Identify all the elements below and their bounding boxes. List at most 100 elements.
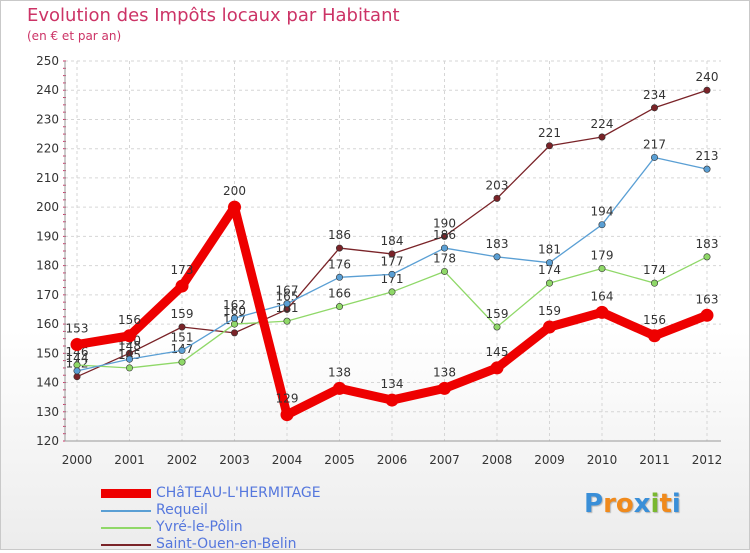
series-point-1: [283, 317, 291, 325]
y-tick-label: 160: [36, 317, 59, 331]
data-label-0: 184: [381, 234, 404, 248]
series-point-3: [490, 361, 504, 375]
series-point-3: [648, 329, 661, 343]
series-point-2: [493, 253, 501, 261]
series-point-0: [703, 86, 711, 94]
data-label-3: 138: [328, 365, 351, 379]
logo-letter: o: [615, 489, 634, 519]
series-point-2: [178, 346, 186, 354]
legend-swatch-chateau: [101, 489, 151, 498]
series-point-3: [595, 305, 609, 319]
y-tick-label: 240: [36, 83, 59, 97]
legend-label-yvre: Yvré-le-Pôlin: [156, 519, 243, 535]
logo-letter: x: [633, 489, 651, 519]
x-tick-label: 2003: [219, 453, 250, 467]
data-label-3: 153: [66, 322, 89, 336]
data-label-0: 224: [591, 117, 614, 131]
series-point-3: [70, 338, 84, 352]
legend-label-requeil: Requeil: [156, 502, 208, 518]
data-label-2: 177: [381, 254, 404, 268]
y-tick-label: 140: [36, 376, 59, 390]
data-label-0: 203: [486, 178, 509, 192]
legend-swatch-yvre: [101, 526, 151, 529]
legend-item-saint-ouen[interactable]: Saint-Ouen-en-Belin: [101, 536, 321, 553]
series-point-2: [598, 221, 606, 229]
series-point-1: [388, 288, 396, 296]
data-label-1: 159: [486, 307, 509, 321]
data-label-3: 164: [591, 289, 614, 303]
logo-letter: P: [584, 489, 604, 519]
chart-title: Evolution des Impôts locaux par Habitant: [27, 5, 400, 26]
x-tick-label: 2004: [272, 453, 303, 467]
series-point-2: [545, 259, 553, 267]
series-point-3: [385, 393, 399, 407]
data-label-1: 146: [66, 345, 89, 359]
series-point-3: [543, 320, 556, 334]
series-point-0: [335, 244, 343, 252]
series-point-1: [598, 265, 606, 273]
series-point-3: [438, 381, 451, 395]
series-point-3: [700, 308, 714, 322]
data-label-2: 144: [66, 351, 89, 365]
x-tick-label: 2007: [429, 453, 460, 467]
data-label-3: 138: [433, 365, 456, 379]
series-point-1: [545, 279, 553, 287]
x-tick-label: 2001: [114, 453, 145, 467]
data-label-2: 151: [171, 330, 194, 344]
series-point-1: [335, 303, 343, 311]
data-label-3: 129: [276, 392, 299, 406]
data-label-0: 234: [643, 88, 666, 102]
series-point-0: [178, 323, 186, 331]
data-label-1: 171: [381, 272, 404, 286]
data-label-2: 176: [328, 257, 351, 271]
data-label-3: 156: [643, 313, 666, 327]
series-point-1: [703, 253, 711, 261]
series-point-2: [388, 270, 396, 278]
y-tick-label: 150: [36, 346, 59, 360]
data-label-2: 186: [433, 228, 456, 242]
series-point-1: [178, 358, 186, 366]
series-point-2: [440, 244, 448, 252]
legend-item-requeil[interactable]: Requeil: [101, 502, 321, 519]
legend-item-chateau[interactable]: CHâTEAU-L'HERMITAGE: [101, 485, 321, 502]
data-label-1: 178: [433, 251, 456, 265]
data-label-1: 160: [223, 304, 246, 318]
series-point-3: [228, 200, 241, 214]
data-label-2: 167: [276, 284, 299, 298]
y-tick-label: 130: [36, 405, 59, 419]
y-tick-label: 250: [36, 54, 59, 68]
data-label-2: 213: [696, 149, 719, 163]
proxiti-logo: Proxiti: [584, 489, 681, 519]
data-label-3: 159: [538, 304, 561, 318]
data-label-3: 200: [223, 184, 246, 198]
series-point-2: [650, 153, 658, 161]
series-point-2: [231, 314, 239, 322]
logo-letter: i: [671, 489, 681, 519]
series-point-1: [493, 323, 501, 331]
data-label-2: 194: [591, 205, 614, 219]
series-point-1: [440, 267, 448, 275]
data-label-2: 162: [223, 298, 246, 312]
legend-swatch-requeil: [101, 509, 151, 512]
series-point-1: [231, 320, 239, 328]
series-point-2: [703, 165, 711, 173]
data-label-0: 190: [433, 216, 456, 230]
data-label-0: 186: [328, 228, 351, 242]
x-tick-label: 2011: [639, 453, 670, 467]
x-tick-label: 2010: [587, 453, 618, 467]
data-label-3: 156: [118, 313, 141, 327]
legend: CHâTEAU-L'HERMITAGE Requeil Yvré-le-Pôli…: [101, 485, 321, 553]
data-label-0: 159: [171, 307, 194, 321]
data-label-1: 166: [328, 287, 351, 301]
series-point-0: [388, 250, 396, 258]
data-label-2: 181: [538, 243, 561, 257]
series-point-0: [231, 329, 239, 337]
data-label-0: 221: [538, 126, 561, 140]
series-point-3: [333, 381, 346, 395]
series-point-0: [440, 232, 448, 240]
x-tick-label: 2012: [692, 453, 723, 467]
y-tick-label: 200: [36, 200, 59, 214]
legend-item-yvre[interactable]: Yvré-le-Pôlin: [101, 519, 321, 536]
y-tick-label: 230: [36, 112, 59, 126]
x-tick-label: 2005: [324, 453, 355, 467]
